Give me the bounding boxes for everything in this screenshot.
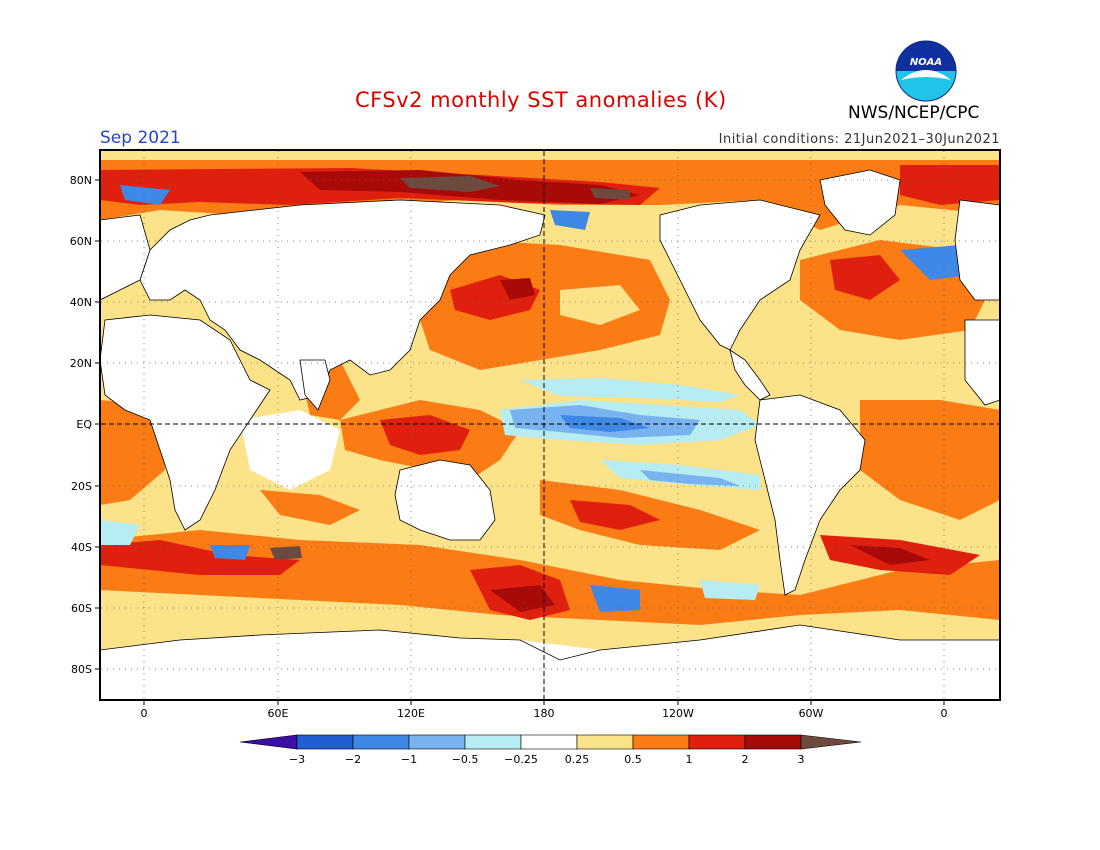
colorbar-box: [744, 734, 802, 750]
noaa-logo-icon: NOAA: [895, 40, 957, 102]
initial-conditions: Initial conditions: 21Jun2021–30Jun2021: [718, 132, 1000, 147]
colorbar-tick-label: 1: [686, 753, 693, 766]
colorbar-box: [408, 734, 466, 750]
lat-label: 60S: [71, 602, 92, 615]
colorbar-extend-low: [239, 734, 298, 750]
equator-dateline: [101, 151, 1000, 699]
colorbar-box: [296, 734, 354, 750]
colorbar-tick-label: −0.5: [452, 753, 479, 766]
valid-month: Sep 2021: [100, 128, 181, 148]
colorbar-box: [576, 734, 634, 750]
chart-title: CFSv2 monthly SST anomalies (K): [355, 88, 727, 112]
colorbar-tick-label: −1: [401, 753, 417, 766]
lon-label: 60W: [799, 707, 824, 720]
lat-label: 80N: [70, 174, 92, 187]
colorbar-box: [688, 734, 746, 750]
colorbar-tick-label: 2: [742, 753, 749, 766]
lat-label: 20N: [70, 357, 92, 370]
lon-label: 180: [534, 707, 555, 720]
lat-label: 20S: [71, 480, 92, 493]
colorbar-tick-label: −2: [345, 753, 361, 766]
colorbar-box: [464, 734, 522, 750]
colorbar-box: [352, 734, 410, 750]
lat-label: 40N: [70, 296, 92, 309]
graticule: [101, 151, 1000, 699]
colorbar-extend-high: [800, 734, 862, 750]
colorbar-tick-label: 3: [798, 753, 805, 766]
colorbar-tick-label: −3: [289, 753, 305, 766]
colorbar-tick-label: −0.25: [504, 753, 538, 766]
colorbar-box: [520, 734, 578, 750]
lon-label: 0: [941, 707, 948, 720]
lat-label: 40S: [71, 541, 92, 554]
lon-label: 0: [141, 707, 148, 720]
lat-label: 60N: [70, 235, 92, 248]
colorbar-tick-label: 0.25: [565, 753, 590, 766]
svg-text:NOAA: NOAA: [910, 57, 942, 68]
lon-label: 120W: [662, 707, 694, 720]
lat-label: 80S: [71, 663, 92, 676]
lat-label: EQ: [76, 418, 92, 431]
agency-label: NWS/NCEP/CPC: [848, 103, 980, 123]
colorbar-tick-label: 0.5: [624, 753, 642, 766]
lon-label: 120E: [397, 707, 425, 720]
lon-label: 60E: [268, 707, 289, 720]
colorbar-box: [632, 734, 690, 750]
map-frame: [99, 149, 1001, 701]
